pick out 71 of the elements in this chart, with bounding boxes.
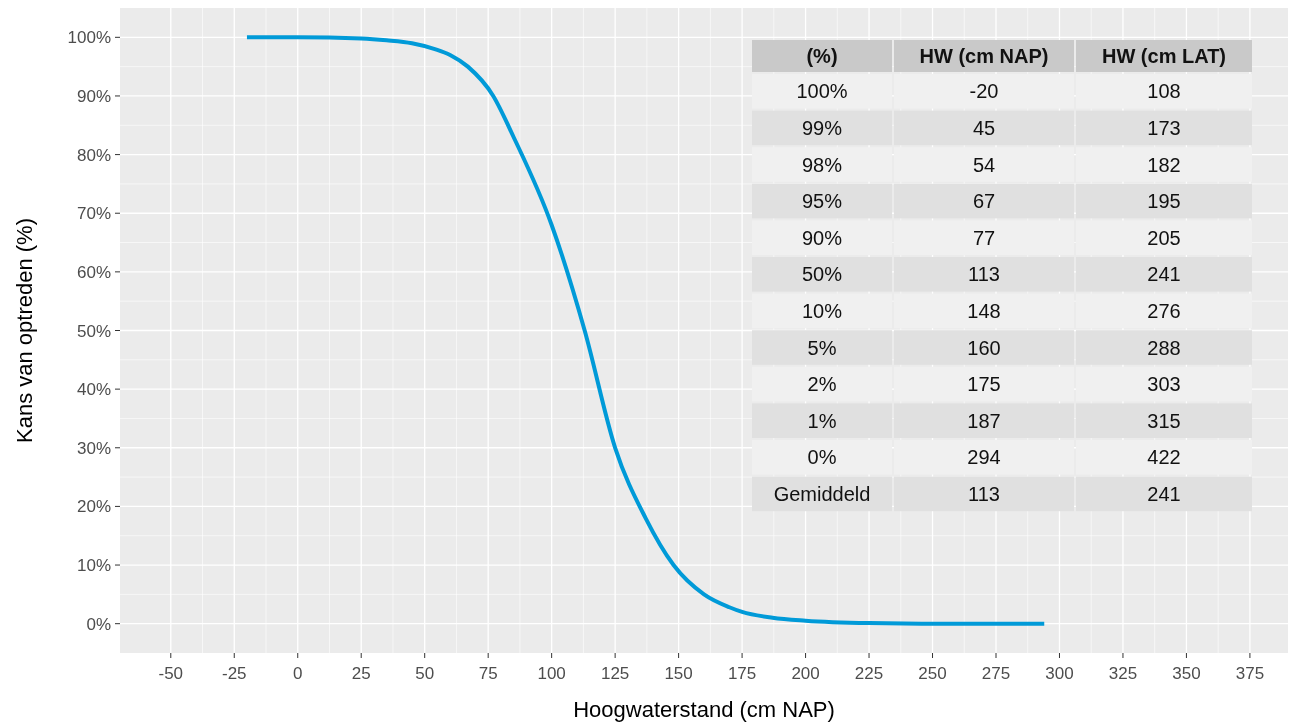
annotation: 205 [1147,226,1181,249]
y-tick-label: 0% [86,614,111,634]
annotation: 10% [801,299,843,322]
annotation: 148 [967,299,1001,322]
x-tick-label: -25 [221,664,247,683]
x-tick-label: 350 [1172,664,1201,683]
annotation: 99% [801,116,843,139]
annotation: 294 [967,446,1001,469]
annotation: 241 [1147,263,1181,286]
y-tick-label: 100% [67,28,111,48]
y-tick-label: 90% [76,86,111,106]
x-tick-label: 50 [415,664,435,683]
y-tick-label: 30% [76,438,111,458]
x-tick-label: 25 [351,664,371,683]
y-tick-label: 50% [76,321,111,341]
annotation: 113 [968,263,1000,286]
x-tick-label: 150 [664,664,693,683]
annotation: HW (cm NAP) [919,45,1049,67]
annotation: Gemiddeld [773,482,871,505]
annotation: 303 [1147,373,1181,396]
annotation: HW (cm LAT) [1101,45,1227,67]
x-tick-label: 275 [981,664,1011,683]
y-axis-title: Kans van optreden (%) [12,217,37,444]
annotation: 160 [967,336,1001,359]
annotation: 5% [807,336,837,359]
x-tick-label: 325 [1108,664,1138,683]
annotation: 113 [968,482,1000,505]
annotation: 100% [796,80,848,103]
x-tick-label: 0 [293,664,303,683]
annotation: 95% [801,190,843,213]
annotation: 2% [807,373,837,396]
x-tick-label: 300 [1045,664,1074,683]
x-tick-label: 125 [600,664,630,683]
annotation: 288 [1147,336,1181,359]
annotation: 182 [1147,153,1181,176]
y-tick-label: 60% [76,262,111,282]
x-tick-label: -50 [158,664,184,683]
annotation: 77 [972,226,996,249]
y-tick-label: 70% [76,204,111,224]
x-tick-label: 375 [1235,664,1265,683]
y-tick-label: 40% [76,380,111,400]
annotation: 315 [1147,409,1181,432]
x-tick-label: 250 [918,664,947,683]
y-tick-label: 80% [76,145,111,165]
y-tick-label: 20% [76,497,111,517]
annotation: 0% [807,446,837,469]
annotation: 422 [1147,446,1181,469]
annotation: 50% [801,263,843,286]
x-tick-label: 75 [478,664,498,683]
x-tick-label: 200 [791,664,820,683]
annotation: 90% [801,226,843,249]
line-series [244,35,1047,626]
annotation: 187 [967,409,1001,432]
annotation: 175 [967,373,1001,396]
annotation: 1% [807,409,837,432]
x-tick-label: 100 [537,664,566,683]
x-tick-label: 225 [854,664,884,683]
annotation: -20 [969,80,999,103]
annotation: 108 [1147,80,1181,103]
annotation: 173 [1147,116,1181,139]
annotation: 67 [972,190,996,213]
x-tick-label: 175 [727,664,757,683]
annotation: 54 [972,153,996,176]
annotation: 241 [1147,482,1181,505]
x-axis-title: Hoogwaterstand (cm NAP) [573,697,835,722]
y-tick-label: 10% [76,556,111,576]
annotation: 98% [801,153,843,176]
annotation: 276 [1147,299,1181,322]
annotation: (%) [806,45,838,67]
annotation: 195 [1147,190,1181,213]
annotation: 45 [972,116,996,139]
